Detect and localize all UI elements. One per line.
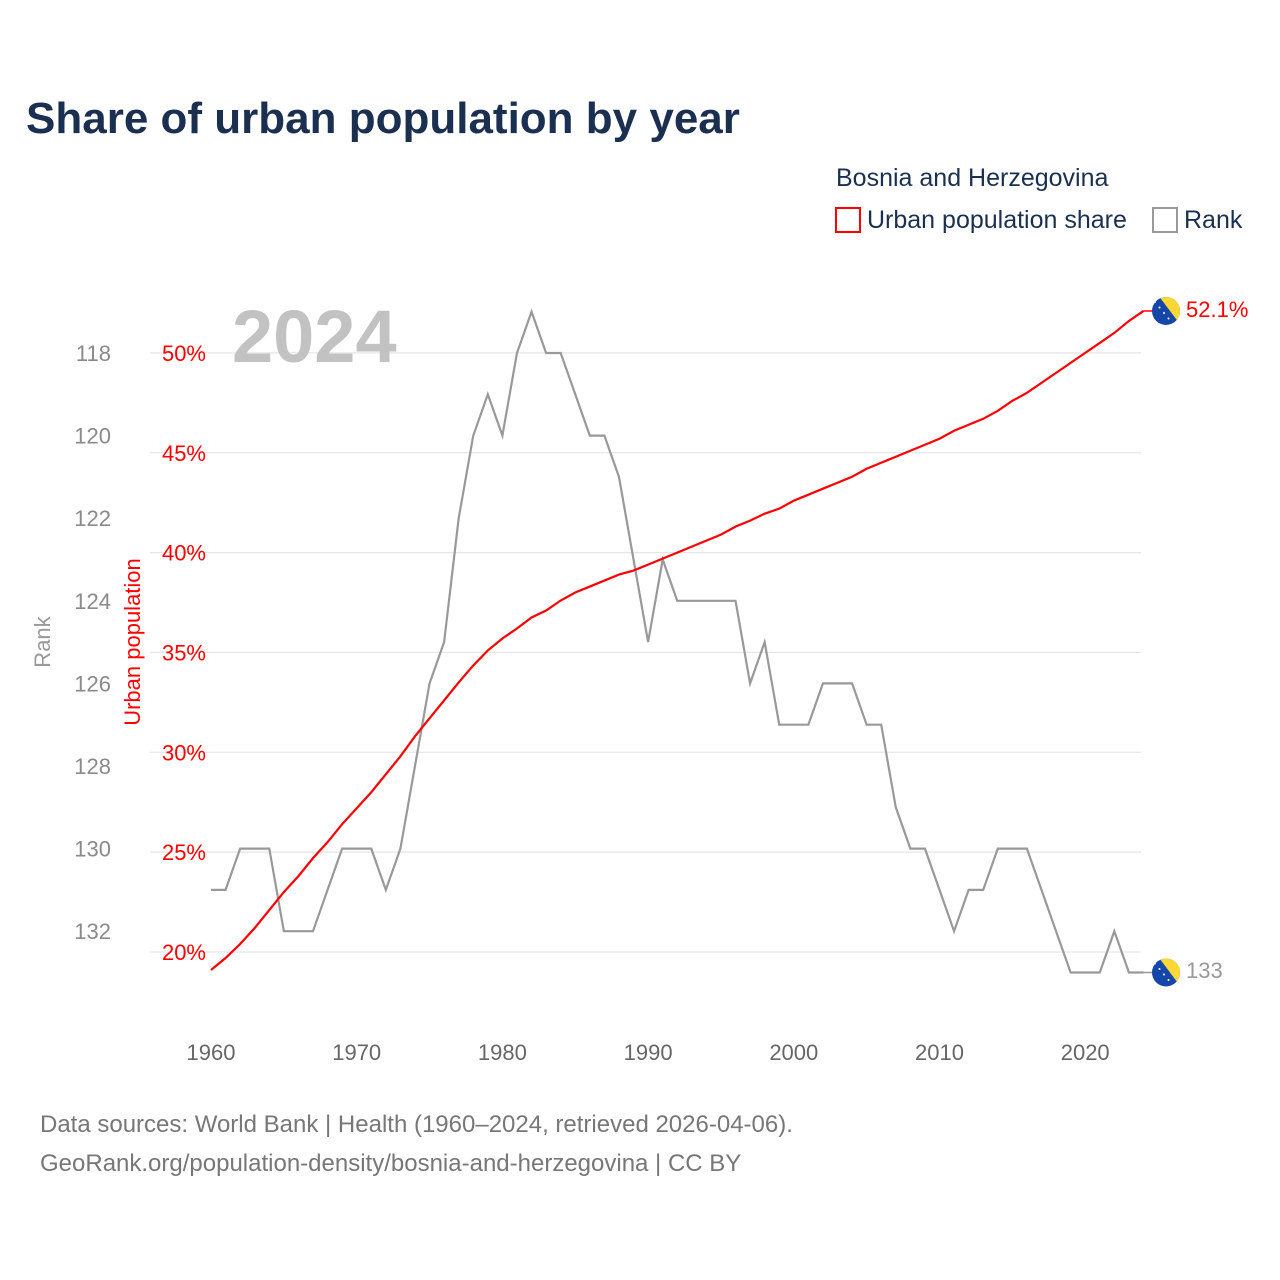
rank-axis-title: Rank [30,615,55,667]
rank-line [211,308,1144,974]
series-lines [210,308,1145,974]
urban-axis-title: Urban population [120,558,145,726]
urban-tick-label: 45% [162,441,206,466]
x-tick-label: 1980 [478,1040,527,1065]
legend-swatch-rank[interactable] [1152,207,1178,233]
rank-tick-label: 130 [74,837,111,862]
urban-tick-label: 40% [162,541,206,566]
urban-share-line [210,310,1145,971]
gridlines [150,352,1141,953]
rank-tick-label: 126 [74,671,111,696]
footer-link[interactable]: GeoRank.org/population-density/bosnia-an… [40,1150,741,1177]
x-tick-label: 2010 [915,1040,964,1065]
flag-star [1163,973,1165,976]
rank-tick-label: 128 [74,754,111,779]
rank-tick-label: 118 [76,341,111,366]
end-markers [1143,296,1180,987]
x-tick-label: 2020 [1061,1040,1110,1065]
bosnia-flag-icon [1152,958,1180,987]
urban-tick-label: 35% [162,640,206,665]
urban-tick-label: 30% [162,740,206,765]
rank-end-label: 133 [1186,958,1223,983]
flag-star [1172,984,1174,987]
flag-star [1154,300,1156,303]
flag-star [1167,979,1170,981]
urban-tick-label: 25% [162,840,206,865]
x-tick-label: 2000 [769,1040,818,1065]
flag-star [1158,306,1161,309]
legend-label-rank[interactable]: Rank [1184,206,1243,234]
chart-title: Share of urban population by year [26,94,740,143]
x-tick-label: 1970 [332,1040,381,1065]
urban-tick-label: 50% [162,341,206,366]
bosnia-flag-icon [1152,296,1180,325]
urban-tick-label: 20% [162,940,206,965]
urban-end-label: 52.1% [1186,297,1248,322]
legend-label-urban[interactable]: Urban population share [867,206,1127,234]
flag-yellow-triangle [1158,958,1180,987]
year-label: 2024 [232,295,397,378]
footer-sources: Data sources: World Bank | Health (1960–… [40,1111,793,1138]
flag-star [1158,968,1161,970]
x-tick-label: 1990 [624,1040,673,1065]
rank-tick-label: 120 [74,424,111,449]
rank-tick-label: 124 [74,589,111,614]
legend-swatch-urban[interactable] [835,207,861,233]
legend-country: Bosnia and Herzegovina [836,164,1108,192]
rank-tick-label: 122 [74,506,111,531]
axis-ticks: 20% 25% 30% 35% 40% 45% 50% 118 120 122 124 126 128 1… [74,341,1109,1065]
flag-star [1172,322,1174,325]
rank-tick-label: 132 [74,919,111,944]
flag-star [1163,311,1165,314]
flag-yellow-triangle [1158,296,1180,325]
flag-star [1167,317,1170,320]
legend: Bosnia and Herzegovina Urban population … [835,164,1243,234]
x-tick-label: 1960 [187,1040,236,1065]
flag-star [1154,962,1156,965]
